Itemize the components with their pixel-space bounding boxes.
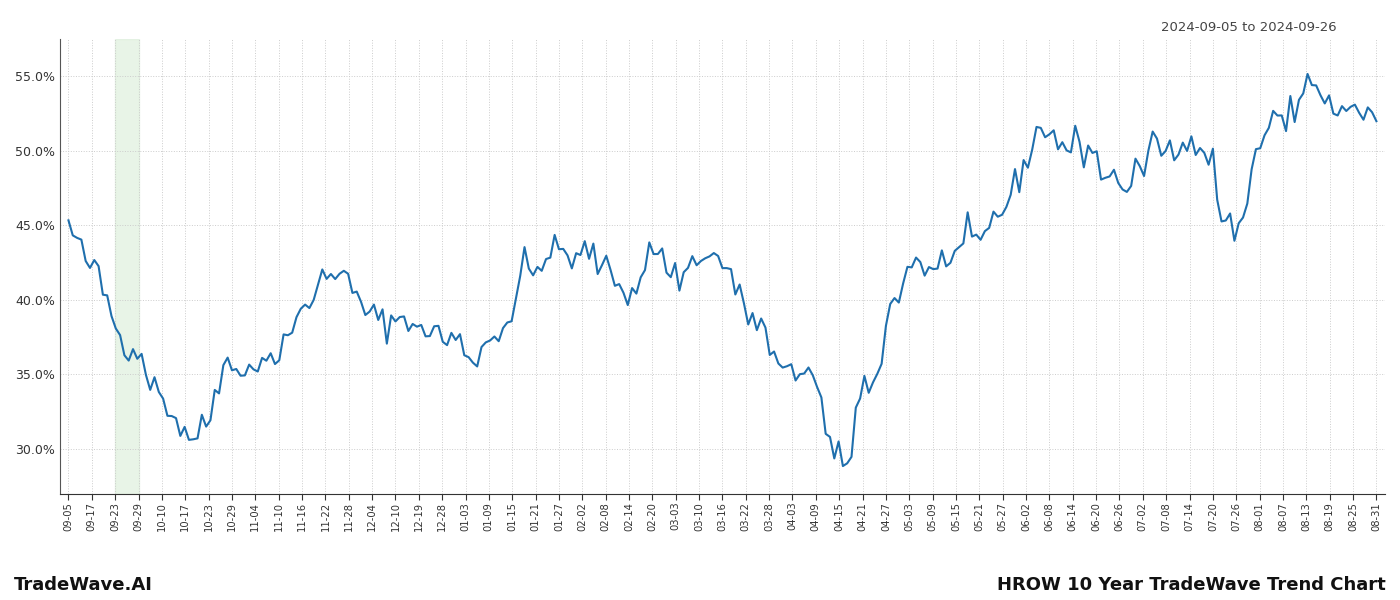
- Text: TradeWave.AI: TradeWave.AI: [14, 576, 153, 594]
- Bar: [115, 39, 139, 494]
- Text: HROW 10 Year TradeWave Trend Chart: HROW 10 Year TradeWave Trend Chart: [997, 576, 1386, 594]
- Text: 2024-09-05 to 2024-09-26: 2024-09-05 to 2024-09-26: [1162, 21, 1337, 34]
